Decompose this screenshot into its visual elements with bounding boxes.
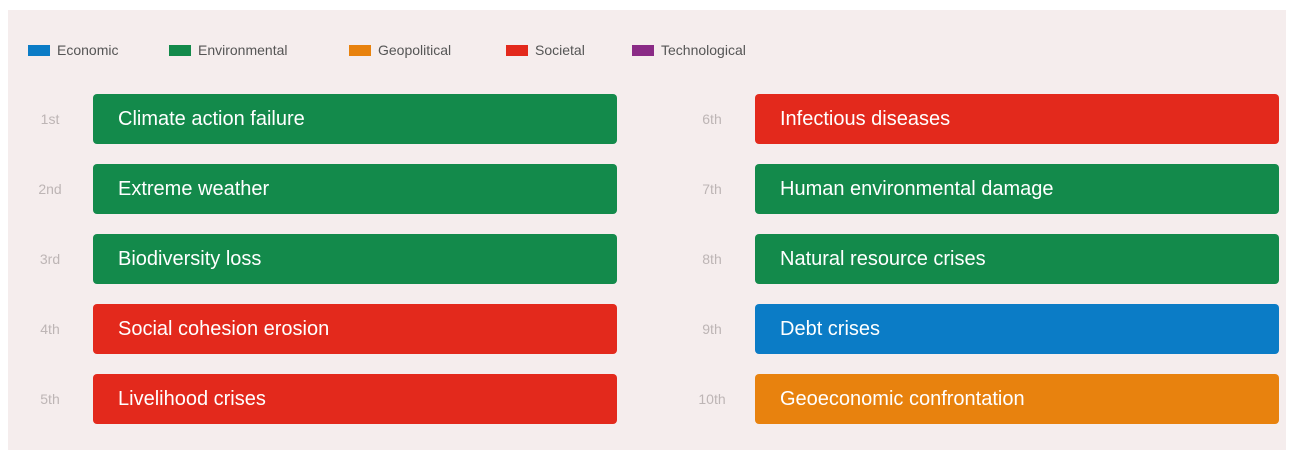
risk-box: Biodiversity loss: [93, 234, 617, 284]
risk-box: Human environmental damage: [755, 164, 1279, 214]
risk-box: Debt crises: [755, 304, 1279, 354]
legend-swatch: [506, 44, 528, 56]
legend-swatch: [349, 44, 371, 56]
risk-box: Natural resource crises: [755, 234, 1279, 284]
risk-box: Infectious diseases: [755, 94, 1279, 144]
risk-box: Geoeconomic confrontation: [755, 374, 1279, 424]
risk-box: Climate action failure: [93, 94, 617, 144]
legend-label: Environmental: [198, 42, 288, 58]
legend-label: Economic: [57, 42, 119, 58]
rank-label: 1st: [40, 111, 60, 127]
rank-label: 4th: [40, 321, 60, 337]
legend-label: Technological: [661, 42, 746, 58]
rank-label: 3rd: [39, 251, 61, 267]
legend-item: Societal: [506, 41, 585, 59]
rank-label: 10th: [698, 391, 726, 407]
legend-label: Societal: [535, 42, 585, 58]
rank-label: 9th: [702, 321, 722, 337]
legend-swatch: [632, 44, 654, 56]
rank-label: 6th: [702, 111, 722, 127]
legend-item: Environmental: [169, 41, 288, 59]
legend-swatch: [28, 44, 50, 56]
rank-label: 5th: [40, 391, 60, 407]
legend-swatch: [169, 44, 191, 56]
risk-box: Extreme weather: [93, 164, 617, 214]
risk-box: Livelihood crises: [93, 374, 617, 424]
legend-item: Technological: [632, 41, 746, 59]
rank-label: 2nd: [38, 181, 62, 197]
rank-label: 8th: [702, 251, 722, 267]
legend-label: Geopolitical: [378, 42, 452, 58]
risk-box: Social cohesion erosion: [93, 304, 617, 354]
rank-label: 7th: [702, 181, 722, 197]
legend-item: Economic: [28, 41, 118, 59]
legend-item: Geopolitical: [349, 41, 451, 59]
